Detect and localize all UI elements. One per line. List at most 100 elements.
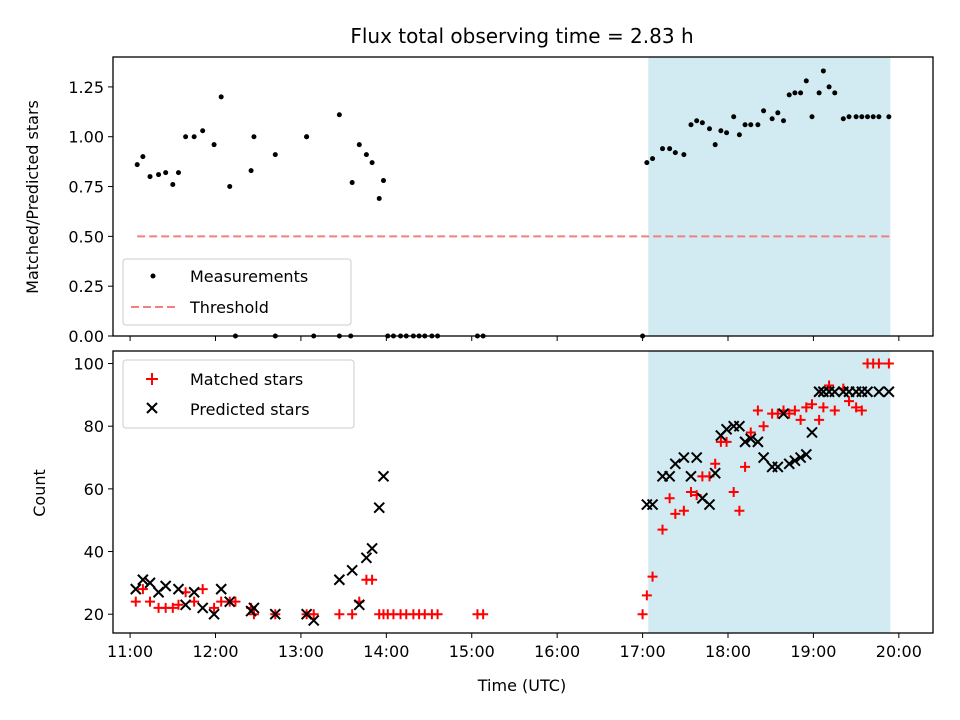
- measurement-point: [211, 142, 217, 148]
- predicted-star-point: [172, 583, 185, 595]
- predicted-star-point: [757, 451, 770, 464]
- predicted-star-point: [861, 386, 874, 398]
- measurement-point: [859, 114, 865, 120]
- legend-measurements-label: Measurements: [190, 267, 308, 286]
- measurement-point: [694, 118, 700, 124]
- predicted-star-point: [733, 420, 746, 432]
- predicted-star-point: [308, 614, 320, 627]
- predicted-star-point: [745, 433, 757, 445]
- predicted-star-point: [196, 602, 209, 614]
- measurement-point: [846, 114, 852, 120]
- measurement-point: [816, 90, 822, 96]
- predicted-star-point: [883, 386, 895, 398]
- predicted-star-point: [709, 467, 721, 479]
- measurement-point: [748, 122, 754, 128]
- matched-star-point: [137, 584, 148, 595]
- matched-star-point: [678, 505, 689, 516]
- predicted-star-point: [346, 564, 358, 577]
- measurement-point: [706, 126, 712, 132]
- matched-star-point: [856, 405, 867, 416]
- measurement-point: [761, 108, 767, 114]
- matched-star-point: [789, 405, 800, 416]
- predicted-star-point: [646, 498, 659, 511]
- matched-star-point: [347, 609, 358, 620]
- matched-star-point: [734, 505, 745, 516]
- predicted-star-point: [208, 608, 220, 620]
- matched-star-point: [824, 380, 835, 391]
- matched-star-point: [647, 571, 658, 582]
- matched-star-point: [308, 609, 319, 620]
- measurement-point: [699, 120, 705, 126]
- measurement-point: [170, 182, 176, 188]
- bottom-x-tick-label: 12:00: [192, 642, 238, 661]
- matched-star-point: [721, 436, 732, 447]
- predicted-star-point: [333, 574, 346, 586]
- matched-star-point: [173, 599, 184, 610]
- predicted-star-point: [873, 386, 885, 398]
- measurement-point: [865, 114, 871, 120]
- measurement-point: [660, 146, 666, 152]
- matched-star-point: [873, 358, 884, 369]
- bottom-y-tick-label: 60: [84, 480, 104, 499]
- matched-star-point: [189, 596, 200, 607]
- matched-star-point: [851, 402, 862, 413]
- measurement-point: [200, 128, 206, 134]
- measurement-point: [876, 114, 882, 120]
- measurement-point: [742, 122, 748, 128]
- predicted-star-point: [772, 461, 784, 473]
- matched-star-point: [740, 461, 751, 472]
- measurement-point: [272, 152, 278, 158]
- bottom-x-tick-label: 13:00: [278, 642, 324, 661]
- measurement-point: [840, 116, 846, 122]
- measurement-point: [191, 134, 197, 140]
- matched-star-point: [657, 524, 668, 535]
- matched-star-point: [806, 399, 817, 410]
- legend-matched-marker: [146, 373, 158, 385]
- measurement-point: [681, 152, 687, 158]
- highlight-region-top: [648, 57, 891, 336]
- bottom-x-tick-label: 15:00: [449, 642, 495, 661]
- legend-measurements-marker: [150, 273, 156, 279]
- top-panel: 0.00 0.25 0.50 0.75 1.00 1.25 Matched/Predict…: [23, 56, 934, 346]
- matched-star-point: [710, 458, 721, 469]
- measurement-point: [798, 90, 804, 96]
- legend-matched-label: Matched stars: [190, 370, 303, 389]
- predicted-star-point: [806, 426, 818, 439]
- predicted-star-point: [353, 599, 365, 611]
- predicted-star-point: [777, 407, 790, 420]
- top-y-tick-label: 0.50: [68, 227, 104, 246]
- predicted-star-point: [179, 599, 192, 611]
- matched-star-point: [641, 590, 652, 601]
- matched-star-point: [478, 609, 489, 620]
- matched-star-point: [795, 414, 806, 425]
- measurement-point: [820, 68, 826, 74]
- measurement-point: [336, 112, 342, 118]
- measurement-point: [786, 92, 792, 98]
- bottom-x-tick-label: 18:00: [705, 642, 751, 661]
- predicted-star-point: [215, 583, 227, 595]
- predicted-star-point: [159, 580, 172, 592]
- measurement-point: [712, 142, 718, 148]
- top-y-tick-label: 0.00: [68, 327, 104, 346]
- matched-star-point: [664, 493, 675, 504]
- predicted-star-point: [678, 451, 690, 464]
- measurement-point: [803, 78, 809, 84]
- measurement-point: [718, 128, 724, 134]
- matched-star-point: [167, 602, 178, 613]
- top-y-tick-label: 1.00: [68, 128, 104, 147]
- matched-star-point: [230, 596, 241, 607]
- predicted-star-point: [800, 448, 813, 461]
- measurement-point: [781, 118, 787, 124]
- measurement-point: [183, 134, 189, 140]
- legend-predicted-marker: [146, 402, 158, 414]
- matched-star-point: [814, 414, 825, 425]
- legend-predicted-label: Predicted stars: [190, 400, 310, 419]
- measurement-point: [304, 134, 310, 140]
- matched-star-point: [818, 402, 829, 413]
- predicted-star-point: [663, 470, 676, 483]
- matched-star-point: [685, 487, 696, 497]
- top-plot-frame: [112, 56, 934, 337]
- matched-star-point: [216, 596, 227, 607]
- predicted-star-point: [377, 470, 390, 483]
- measurement-point: [376, 195, 382, 201]
